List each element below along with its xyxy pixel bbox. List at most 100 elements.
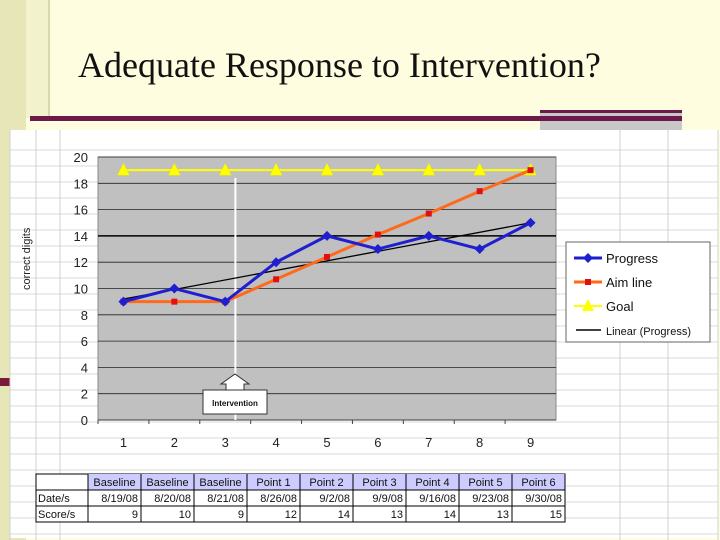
- data-point: [527, 167, 534, 174]
- table-header-cell: Baseline: [199, 477, 241, 489]
- table-date-cell: 8/20/08: [154, 493, 191, 505]
- table-score-cell: 12: [285, 509, 297, 521]
- y-tick-label: 14: [74, 229, 88, 244]
- data-point: [422, 162, 436, 176]
- data-point: [320, 162, 334, 176]
- slide-title: Adequate Response to Intervention?: [78, 45, 601, 85]
- x-tick-label: 5: [323, 435, 330, 450]
- table-date-cell: 9/30/08: [525, 493, 562, 505]
- legend-item: Progress: [574, 251, 659, 266]
- y-tick-label: 12: [74, 255, 88, 270]
- data-point: [169, 283, 180, 294]
- y-tick-label: 16: [74, 203, 88, 218]
- title-rule: [30, 116, 682, 121]
- table-score-cell: 9: [238, 509, 244, 521]
- table-header-cell: Point 6: [521, 477, 555, 489]
- data-point: [474, 244, 485, 255]
- y-axis-ticks: 0 2 4 6 8 10 12 14 16 18 20: [74, 150, 88, 428]
- table-header-cell: Point 2: [309, 477, 343, 489]
- gridlines: [98, 156, 556, 421]
- callout-label: Intervention: [212, 399, 258, 408]
- table-date-cell: 9/9/08: [372, 493, 403, 505]
- legend-item: Linear (Progress): [576, 326, 691, 338]
- series-linear-progress: [123, 222, 531, 300]
- table-header-cell: Baseline: [146, 477, 188, 489]
- chart-legend: Progress Aim line Goal Linear (Progress): [565, 241, 711, 343]
- data-point: [220, 296, 231, 307]
- table-header-cell: Baseline: [93, 477, 135, 489]
- x-tick-label: 1: [120, 435, 127, 450]
- x-tick-label: 3: [222, 435, 229, 450]
- x-tick-label: 4: [272, 435, 279, 450]
- y-tick-label: 4: [81, 360, 88, 375]
- data-table: Date/s Score/s Baseline 8/19/08 9 Baseline 8/2…: [35, 473, 566, 523]
- x-axis-ticks: 1 2 3 4 5 6 7 8 9: [97, 420, 534, 450]
- trend-line: [123, 222, 531, 300]
- data-point: [324, 253, 330, 260]
- legend-label: Progress: [606, 251, 659, 266]
- table-date-cell: 8/26/08: [260, 493, 297, 505]
- data-point: [269, 162, 283, 176]
- table-score-cell: 13: [497, 509, 509, 521]
- data-point: [374, 231, 381, 238]
- data-point: [476, 188, 483, 195]
- y-axis-label: correct digits: [21, 227, 33, 290]
- data-point: [371, 162, 385, 176]
- table-score-cell: 10: [179, 509, 191, 521]
- data-point: [117, 162, 130, 176]
- series-progress: [118, 217, 536, 307]
- intervention-callout: Intervention: [202, 373, 268, 415]
- table-date-cell: 9/23/08: [472, 493, 509, 505]
- data-point: [525, 217, 536, 228]
- table-date-cell: 8/19/08: [101, 493, 138, 505]
- data-point: [423, 230, 434, 241]
- data-point: [273, 276, 280, 283]
- x-tick-label: 9: [527, 435, 534, 450]
- slide-left-rule: [26, 0, 50, 118]
- data-point: [372, 244, 383, 255]
- y-tick-label: 6: [81, 334, 88, 349]
- data-point: [271, 257, 282, 268]
- y-tick-label: 2: [81, 387, 88, 402]
- y-tick-label: 8: [81, 308, 88, 323]
- legend-item: Goal: [574, 299, 634, 314]
- legend-label: Linear (Progress): [606, 326, 691, 338]
- y-tick-label: 0: [81, 413, 88, 428]
- table-row-label: Date/s: [38, 493, 70, 505]
- table-score-cell: 14: [444, 509, 456, 521]
- y-tick-label: 10: [74, 282, 88, 297]
- legend-item: Aim line: [574, 275, 652, 290]
- legend-marker: [583, 253, 593, 263]
- x-tick-label: 2: [171, 435, 178, 450]
- table-date-cell: 8/21/08: [207, 493, 244, 505]
- y-tick-label: 20: [74, 150, 88, 165]
- table-date-cell: 9/16/08: [419, 493, 456, 505]
- data-point: [118, 296, 129, 307]
- legend-label: Aim line: [606, 275, 652, 290]
- legend-label: Goal: [606, 299, 634, 314]
- table-row-label: Score/s: [38, 509, 76, 521]
- table-header-cell: Point 4: [415, 477, 449, 489]
- table-score-cell: 14: [338, 509, 350, 521]
- data-point: [171, 298, 178, 305]
- callout-box: [202, 389, 268, 415]
- y-tick-label: 18: [74, 176, 88, 191]
- callout-arrow: [219, 373, 251, 391]
- table-header-cell: Point 1: [256, 477, 290, 489]
- x-tick-label: 7: [425, 435, 432, 450]
- table-date-cell: 9/2/08: [319, 493, 350, 505]
- data-point: [167, 162, 181, 176]
- legend-marker: [582, 299, 594, 311]
- data-point: [322, 230, 332, 241]
- table-header-fill: [88, 474, 565, 490]
- table-score-cell: 15: [550, 509, 562, 521]
- x-tick-label: 8: [476, 435, 483, 450]
- series-layer: [117, 162, 537, 307]
- data-point: [218, 162, 232, 176]
- table-header-cell: Point 5: [468, 477, 502, 489]
- table-score-cell: 13: [391, 509, 403, 521]
- x-tick-label: 6: [374, 435, 381, 450]
- slide-left-marker: [0, 378, 10, 386]
- table-score-cell: 9: [132, 509, 138, 521]
